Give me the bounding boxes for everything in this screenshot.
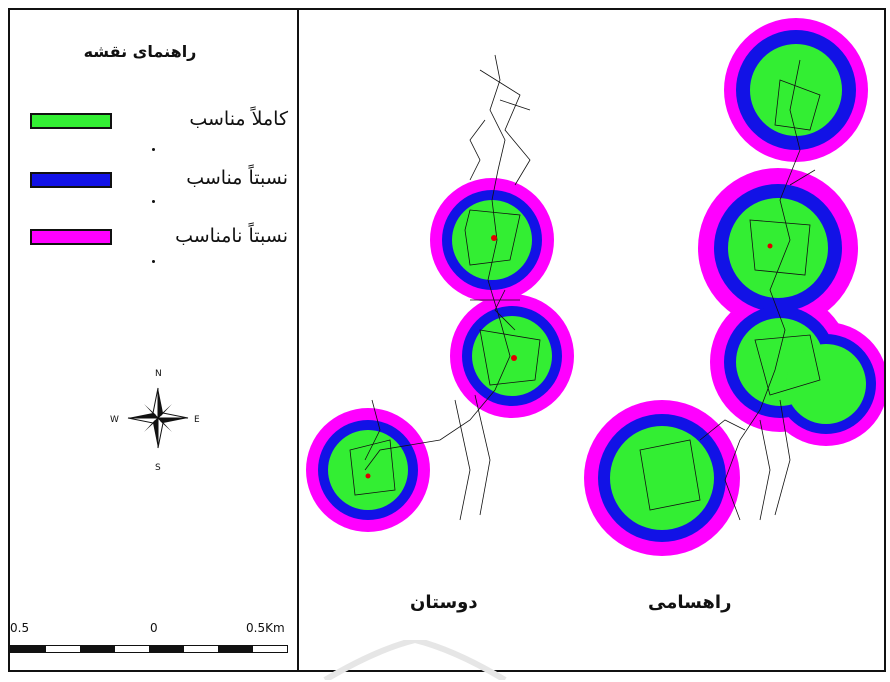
legend-swatch-moderate xyxy=(30,172,112,188)
street-network-right xyxy=(639,59,821,521)
legend-swatch-suitable xyxy=(30,113,112,129)
compass-n: N xyxy=(155,369,162,379)
compass-e: E xyxy=(194,415,200,425)
buffer-zones-right xyxy=(584,18,884,556)
scale-label-middle: 0 xyxy=(150,621,158,635)
watermark-icon xyxy=(323,640,507,680)
compass-w: W xyxy=(110,415,119,425)
legend-label-unsuitable: نسبتاً نامناسب xyxy=(175,225,288,247)
scale-bar xyxy=(10,645,288,653)
legend-label-suitable: کاملاً مناسب xyxy=(189,108,288,130)
point-marker xyxy=(491,235,497,241)
point-marker xyxy=(511,355,517,361)
legend-swatch-unsuitable xyxy=(30,229,112,245)
buffer-zones-left xyxy=(306,178,574,532)
scale-label-left: 0.5 xyxy=(10,621,30,635)
map-frame xyxy=(8,8,886,672)
legend-separator xyxy=(297,8,299,672)
street-network-left xyxy=(349,54,541,521)
point-marker xyxy=(365,473,371,479)
legend-title: راهنمای نقشه xyxy=(83,42,197,61)
town-label-left: دوستان xyxy=(410,592,478,613)
point-marker xyxy=(767,243,773,249)
town-label-right: راهسامی xyxy=(648,592,732,613)
scale-label-right: 0.5Km xyxy=(246,621,285,635)
compass-s: S xyxy=(155,463,161,472)
north-arrow-icon: N S E W xyxy=(110,369,200,472)
legend-label-moderate: نسبتاً مناسب xyxy=(186,167,288,189)
